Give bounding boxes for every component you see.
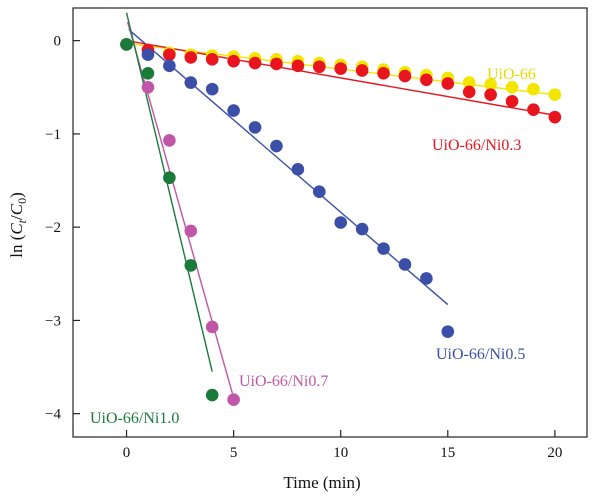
- fit-line-uio-66-ni1-0: [125, 12, 213, 372]
- point-uio-66-ni0-5: [227, 104, 240, 117]
- point-uio-66-ni0-7: [184, 224, 198, 238]
- plot-frame: [72, 7, 588, 438]
- point-uio-66-ni0-7: [205, 320, 219, 334]
- point-uio-66-ni0-5: [163, 59, 176, 73]
- point-uio-66-ni0-3: [205, 52, 219, 66]
- x-axis-title: Time (min): [283, 473, 360, 492]
- point-uio-66-ni0-5: [398, 258, 412, 271]
- data-points: [120, 38, 562, 406]
- point-uio-66-ni0-5: [355, 222, 369, 236]
- point-uio-66-ni0-7: [227, 393, 240, 406]
- label-uio66-ni07: UiO-66/Ni0.7: [239, 373, 328, 390]
- label-uio66-ni10: UiO-66/Ni1.0: [90, 410, 179, 427]
- fit-line-uio-66-ni0-5: [128, 28, 449, 306]
- fit-line-uio-66-ni0-3: [126, 39, 555, 116]
- y-axis-title: ln (Ct/C0): [7, 192, 29, 258]
- point-uio-66-ni0-3: [398, 69, 412, 83]
- point-uio-66-ni0-3: [484, 88, 497, 102]
- point-uio-66-ni0-3: [548, 110, 562, 124]
- point-uio-66: [484, 78, 497, 91]
- point-uio-66: [462, 76, 476, 89]
- point-uio-66-ni0-5: [184, 76, 198, 89]
- point-uio-66-ni1-0: [205, 388, 219, 402]
- point-uio-66-ni0-5: [205, 82, 219, 96]
- point-uio-66-ni0-5: [420, 272, 433, 285]
- point-uio-66: [548, 88, 562, 102]
- point-uio-66-ni0-3: [334, 62, 348, 75]
- point-uio-66-ni0-5: [312, 185, 326, 199]
- point-uio-66-ni0-7: [141, 80, 155, 94]
- point-uio-66-ni0-5: [248, 121, 262, 134]
- point-uio-66-ni0-3: [441, 77, 455, 90]
- point-uio-66-ni0-3: [184, 51, 198, 64]
- y-tick-label: 0: [54, 34, 62, 50]
- x-tick-label: 0: [123, 445, 131, 461]
- point-uio-66-ni0-3: [355, 64, 369, 77]
- point-uio-66-ni0-3: [505, 94, 519, 108]
- point-uio-66-ni1-0: [184, 259, 198, 272]
- axis-ticks: 0 5 10 15 20 0 −1 −2 −3 −4: [45, 34, 562, 461]
- point-uio-66-ni0-3: [227, 54, 240, 68]
- point-uio-66-ni0-7: [163, 134, 176, 147]
- y-tick-label: −2: [45, 220, 61, 236]
- point-uio-66-ni0-3: [291, 59, 305, 73]
- point-uio-66-ni0-5: [441, 325, 455, 338]
- point-uio-66-ni1-0: [141, 66, 155, 80]
- x-tick-label: 5: [230, 445, 238, 461]
- point-uio-66-ni0-3: [377, 66, 390, 80]
- y-tick-label: −1: [45, 127, 61, 143]
- point-uio-66-ni0-3: [420, 73, 433, 87]
- point-uio-66-ni1-0: [120, 38, 133, 51]
- point-uio-66-ni0-3: [527, 103, 540, 116]
- point-uio-66: [505, 80, 519, 94]
- point-uio-66-ni0-3: [248, 56, 262, 70]
- point-uio-66-ni0-5: [291, 163, 305, 176]
- point-uio-66-ni0-5: [141, 48, 155, 61]
- point-uio-66: [527, 82, 540, 96]
- x-tick-label: 10: [333, 445, 348, 461]
- point-uio-66-ni0-5: [334, 216, 348, 229]
- label-uio66: UiO-66: [487, 66, 536, 83]
- point-uio-66-ni0-3: [462, 85, 476, 99]
- y-tick-label: −4: [45, 407, 61, 423]
- point-uio-66-ni0-3: [312, 60, 326, 74]
- point-uio-66-ni0-5: [270, 139, 283, 153]
- axes-frame: [72, 7, 588, 438]
- point-uio-66-ni1-0: [163, 171, 176, 185]
- x-tick-label: 20: [547, 445, 562, 461]
- label-uio66-ni05: UiO-66/Ni0.5: [436, 346, 525, 363]
- point-uio-66-ni0-3: [163, 48, 176, 61]
- label-uio66-ni03: UiO-66/Ni0.3: [432, 137, 521, 154]
- fit-line-uio-66-ni0-7: [126, 21, 235, 399]
- point-uio-66-ni0-5: [377, 242, 390, 255]
- y-tick-label: −3: [45, 313, 61, 329]
- x-tick-label: 15: [440, 445, 455, 461]
- point-uio-66-ni0-3: [270, 57, 283, 71]
